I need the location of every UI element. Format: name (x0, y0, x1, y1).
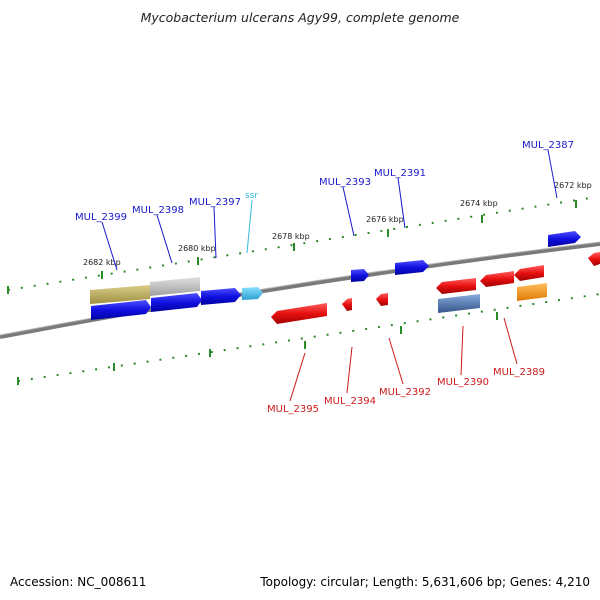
topology-text: Topology: circular; Length: 5,631,606 bp… (260, 575, 590, 589)
ruler-label-2674: 2674 kbp (460, 199, 498, 208)
gray-feature[interactable] (150, 277, 200, 296)
gene-mul-2399[interactable] (91, 300, 151, 320)
gene-mul-2390[interactable] (436, 278, 476, 294)
ruler-label-2680: 2680 kbp (178, 244, 216, 253)
ssr-label[interactable]: ssr (245, 191, 258, 201)
gene-mul-2392[interactable] (376, 293, 388, 306)
ruler-label-2678: 2678 kbp (272, 232, 310, 241)
ruler-label-2682: 2682 kbp (83, 258, 121, 267)
map-title: Mycobacterium ulcerans Agy99, complete g… (140, 10, 460, 25)
gene-mul-2391[interactable] (395, 260, 429, 275)
minus-label-connectors (289, 317, 518, 402)
gene-label-mul-2392[interactable]: MUL_2392 (379, 387, 431, 398)
gene-label-mul-2398[interactable]: MUL_2398 (132, 205, 184, 216)
gene-mul-2389[interactable] (480, 271, 514, 287)
ssr-connector (246, 199, 253, 254)
gene-label-mul-2399[interactable]: MUL_2399 (75, 212, 127, 223)
gene-label-mul-2390[interactable]: MUL_2390 (437, 377, 489, 388)
ssr-feature[interactable] (242, 287, 263, 300)
gene-label-mul-2397[interactable]: MUL_2397 (189, 197, 241, 208)
ruler-label-2676: 2676 kbp (366, 215, 404, 224)
ruler-label-2672: 2672 kbp (554, 181, 592, 190)
genome-backbone (0, 242, 600, 339)
gene-mul-2397[interactable] (201, 288, 241, 305)
orange-feature[interactable] (517, 283, 547, 301)
accession-text: Accession: NC_008611 (10, 575, 147, 589)
plus-strand-features (90, 231, 581, 320)
gene-mul-2387[interactable] (548, 231, 581, 247)
gene-mul-2395[interactable] (271, 303, 327, 324)
minus-strand-features (271, 252, 600, 324)
gene-mul-2393[interactable] (351, 269, 369, 282)
gene-mul-2394[interactable] (342, 298, 352, 311)
gene-mul-2388[interactable] (514, 265, 544, 281)
lower-major-ticks (17, 312, 498, 385)
plus-label-connectors (101, 149, 558, 271)
upper-major-ticks (7, 200, 577, 294)
gene-label-mul-2394[interactable]: MUL_2394 (324, 396, 376, 407)
gene-right-edge[interactable] (588, 252, 600, 266)
gene-label-mul-2395[interactable]: MUL_2395 (267, 404, 319, 415)
gene-mul-2398[interactable] (151, 293, 202, 312)
olive-feature[interactable] (90, 285, 150, 304)
gene-label-mul-2389[interactable]: MUL_2389 (493, 367, 545, 378)
gene-label-mul-2391[interactable]: MUL_2391 (374, 168, 426, 179)
steelblue-feature[interactable] (438, 294, 480, 313)
gene-label-mul-2393[interactable]: MUL_2393 (319, 177, 371, 188)
gene-label-mul-2387[interactable]: MUL_2387 (522, 140, 574, 151)
